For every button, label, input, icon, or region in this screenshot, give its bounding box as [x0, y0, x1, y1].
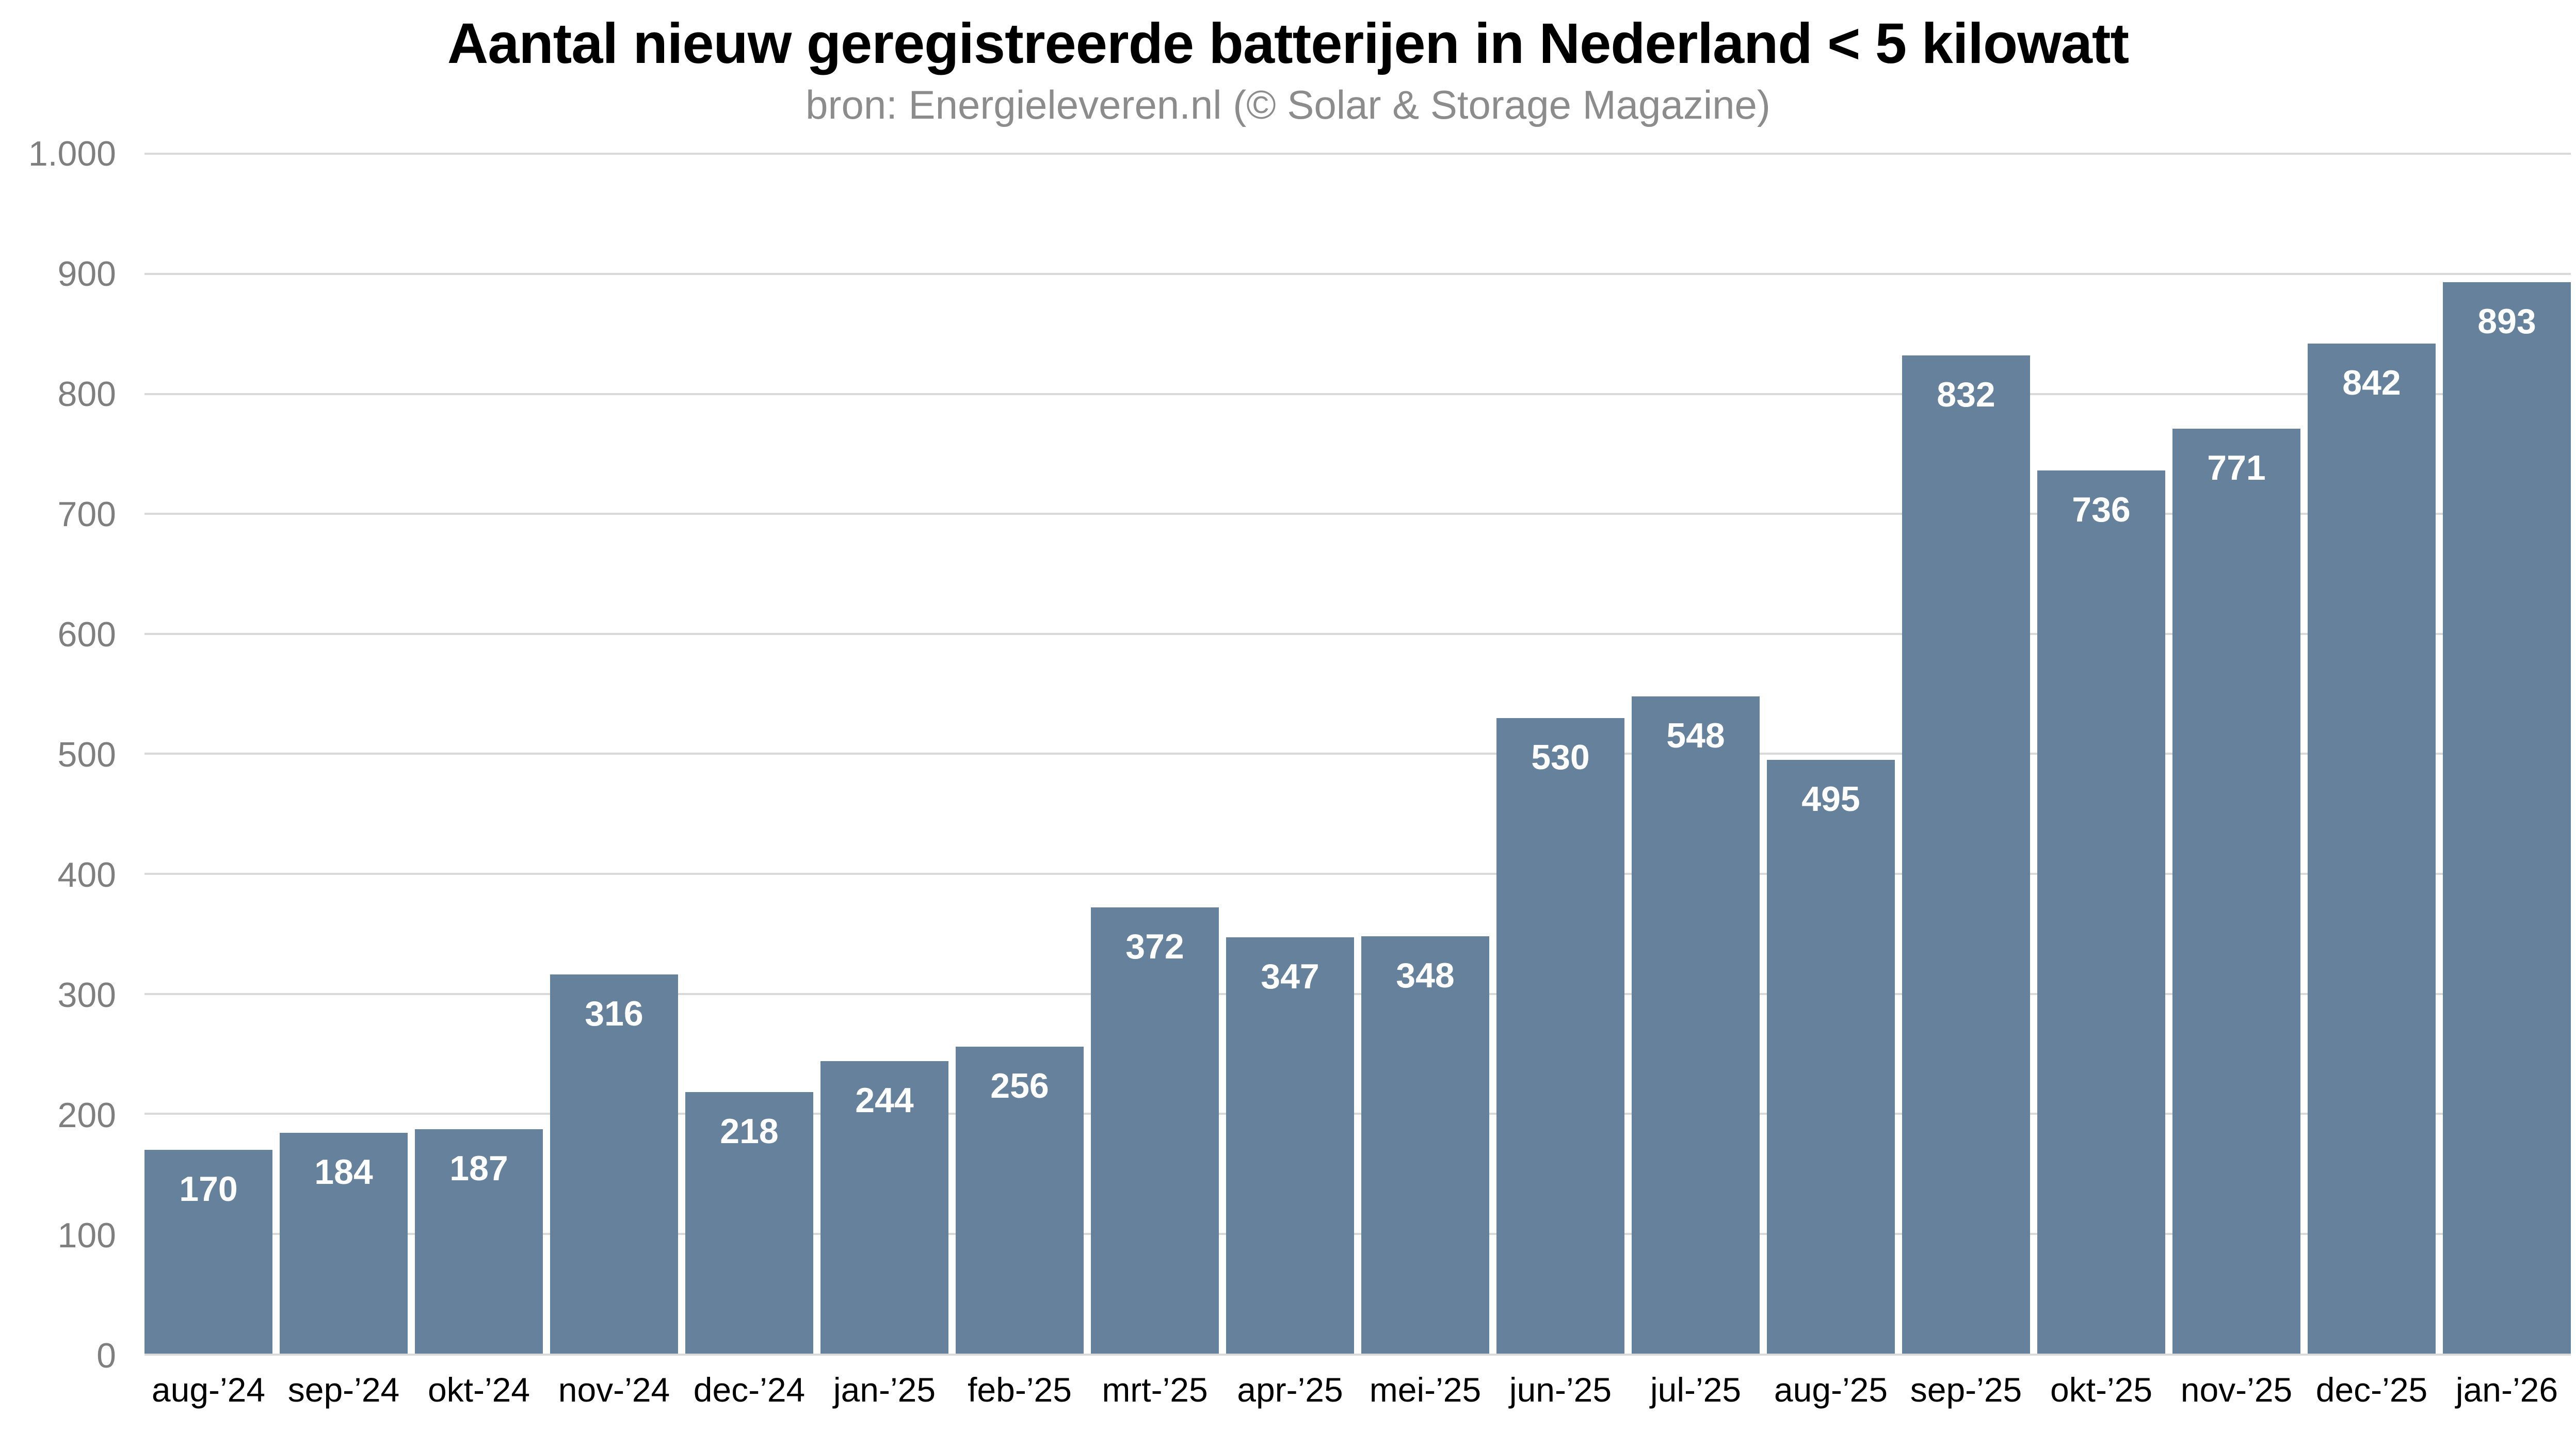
bar: 842	[2308, 343, 2436, 1354]
y-axis-tick-label: 600	[57, 615, 116, 655]
bar-value-label: 530	[1531, 737, 1590, 777]
bar: 495	[1767, 759, 1895, 1354]
y-axis-tick-label: 800	[57, 375, 116, 414]
x-axis: aug-’24 sep-’24 okt-’24 nov-’24 dec-’24 jan-’…	[144, 1371, 2571, 1409]
x-axis-tick-label: nov-’25	[2180, 1371, 2293, 1409]
gridline	[144, 632, 2571, 635]
bar-value-label: 184	[314, 1152, 373, 1192]
x-axis-tick-label: okt-’24	[427, 1371, 530, 1409]
y-axis: 0 100 200 300 400 500 600 700 800 900 1.000	[0, 136, 144, 1373]
bar-value-label: 170	[179, 1169, 238, 1209]
bar-value-label: 187	[449, 1149, 508, 1189]
chart-title: Aantal nieuw geregistreerde batterijen i…	[447, 12, 2129, 75]
x-axis-tick-label: mei-’25	[1369, 1371, 1482, 1409]
bar: 187	[415, 1129, 543, 1354]
bar: 548	[1632, 696, 1760, 1354]
y-axis-tick-label: 100	[57, 1216, 116, 1256]
bar-value-label: 372	[1125, 927, 1184, 967]
bar-value-label: 347	[1261, 957, 1319, 997]
gridline	[144, 1232, 2571, 1235]
bar-value-label: 842	[2342, 363, 2401, 402]
bar: 256	[956, 1046, 1084, 1354]
y-axis-tick-label: 0	[96, 1336, 116, 1376]
y-axis-tick-label: 1.000	[28, 134, 116, 174]
x-axis-tick-label: okt-’25	[2050, 1371, 2153, 1409]
bar: 347	[1226, 937, 1354, 1354]
x-axis-tick-label: jun-’25	[1509, 1371, 1612, 1409]
chart-subtitle: bron: Energieleveren.nl (© Solar & Stora…	[806, 82, 1770, 127]
bar: 218	[685, 1092, 813, 1354]
bar-value-label: 218	[720, 1112, 779, 1151]
x-axis-tick-label: apr-’25	[1237, 1371, 1343, 1409]
bar-value-label: 348	[1396, 955, 1455, 995]
x-axis-tick-label: jan-’25	[833, 1371, 936, 1409]
x-axis-tick-label: aug-’25	[1774, 1371, 1888, 1409]
y-axis-tick-label: 300	[57, 975, 116, 1015]
x-axis-tick-label: mrt-’25	[1102, 1371, 1208, 1409]
x-axis-tick-label: dec-’24	[693, 1371, 806, 1409]
x-axis-tick-label: jan-’26	[2455, 1371, 2558, 1409]
bar-value-label: 316	[585, 994, 643, 1034]
bar-value-label: 495	[1801, 779, 1860, 819]
bar-value-label: 771	[2207, 448, 2266, 487]
x-axis-tick-label: sep-’24	[287, 1371, 400, 1409]
chart-area: 0 100 200 300 400 500 600 700 800 900 1.000 170 184…	[0, 136, 2576, 1373]
y-axis-tick-label: 700	[57, 495, 116, 534]
bar: 893	[2443, 282, 2571, 1354]
bar-value-label: 893	[2477, 302, 2536, 341]
y-axis-tick-label: 200	[57, 1096, 116, 1135]
x-axis-tick-label: nov-’24	[558, 1371, 670, 1409]
y-axis-tick-label: 500	[57, 735, 116, 775]
x-axis-tick-label: jul-’25	[1650, 1371, 1742, 1409]
x-axis-tick-label: sep-’25	[1910, 1371, 2022, 1409]
gridline	[144, 153, 2571, 155]
bar: 530	[1496, 718, 1624, 1354]
gridline	[144, 1113, 2571, 1115]
bar-value-label: 736	[2072, 490, 2131, 530]
gridline	[144, 393, 2571, 395]
bar: 184	[280, 1133, 408, 1354]
bar: 832	[1902, 355, 2030, 1354]
bar: 348	[1361, 936, 1489, 1354]
bar-value-label: 256	[990, 1066, 1049, 1105]
bar: 771	[2172, 428, 2300, 1354]
y-axis-tick-label: 900	[57, 254, 116, 294]
gridline	[144, 872, 2571, 875]
bar-value-label: 244	[855, 1080, 914, 1120]
bar: 244	[820, 1061, 948, 1354]
bar-chart: Aantal nieuw geregistreerde batterijen i…	[0, 11, 2576, 1448]
bar: 170	[144, 1149, 272, 1354]
x-axis-tick-label: feb-’25	[968, 1371, 1072, 1409]
plot-area: 170 184 187 316 218 244 256 372 347 348 530 548 495 8…	[144, 153, 2571, 1356]
x-axis-tick-label: dec-’25	[2315, 1371, 2428, 1409]
bar: 316	[550, 974, 678, 1354]
bar: 372	[1091, 907, 1219, 1354]
bar-value-label: 832	[1937, 375, 1995, 415]
x-axis-tick-label: aug-’24	[151, 1371, 266, 1409]
bars-container: 170 184 187 316 218 244 256 372 347 348 530 548 495 8…	[144, 154, 2571, 1354]
bar-value-label: 548	[1666, 715, 1725, 755]
gridline	[144, 993, 2571, 995]
gridline	[144, 513, 2571, 515]
y-axis-tick-label: 400	[57, 855, 116, 895]
bar: 736	[2037, 470, 2165, 1354]
gridline	[144, 272, 2571, 275]
gridline	[144, 753, 2571, 755]
